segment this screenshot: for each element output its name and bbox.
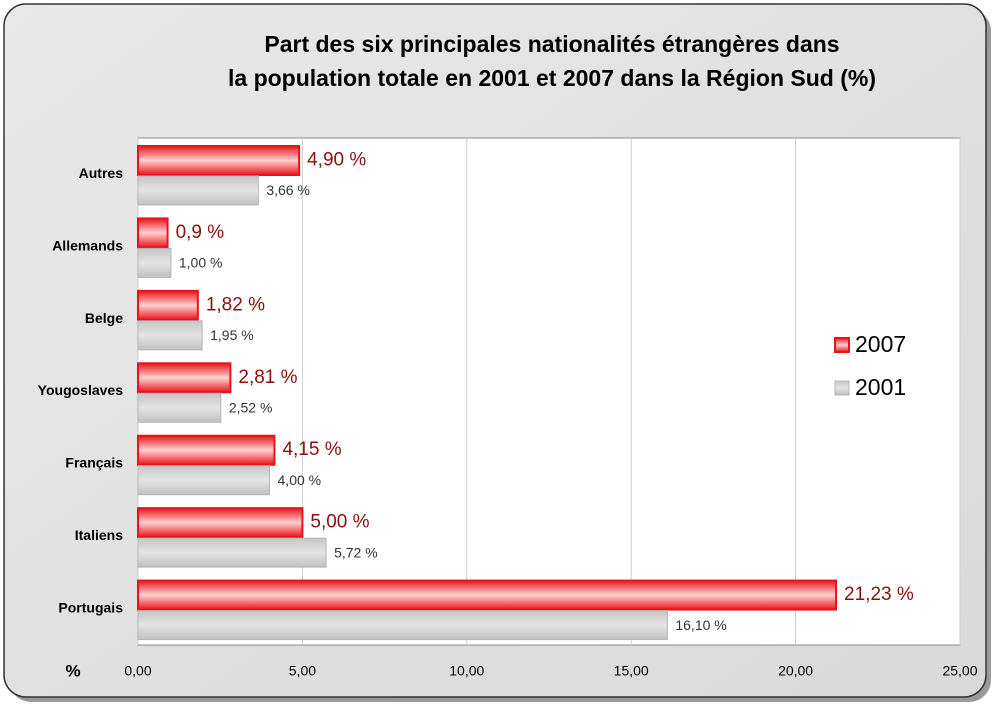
bar bbox=[137, 434, 276, 466]
legend-swatch bbox=[834, 337, 850, 353]
data-label: 4,15 % bbox=[282, 439, 341, 460]
x-tick-label: 20,00 bbox=[778, 663, 813, 679]
bar bbox=[137, 320, 203, 351]
data-label: 1,82 % bbox=[206, 294, 265, 315]
y-tick-label: Portugais bbox=[58, 599, 123, 615]
data-label: 3,66 % bbox=[266, 182, 310, 198]
x-tick-label: 25,00 bbox=[942, 663, 977, 679]
chart-title: la population totale en 2001 et 2007 dan… bbox=[228, 65, 876, 91]
chart-title: Part des six principales nationalités ét… bbox=[264, 31, 839, 57]
x-tick-label: 15,00 bbox=[614, 663, 649, 679]
x-tick-label: 10,00 bbox=[449, 663, 484, 679]
legend-label: 2007 bbox=[855, 331, 906, 357]
bar bbox=[137, 465, 271, 496]
y-tick-label: Français bbox=[65, 455, 123, 471]
data-label: 5,00 % bbox=[310, 512, 369, 533]
data-label: 0,9 % bbox=[176, 222, 225, 243]
bar bbox=[137, 145, 301, 176]
data-label: 5,72 % bbox=[334, 544, 378, 560]
data-label: 2,81 % bbox=[238, 367, 297, 388]
bar bbox=[137, 362, 232, 394]
bar bbox=[137, 610, 668, 641]
bar bbox=[137, 247, 172, 278]
bar bbox=[137, 217, 169, 249]
x-axis-label: % bbox=[65, 661, 80, 680]
data-label: 21,23 % bbox=[844, 584, 914, 605]
bar bbox=[137, 507, 304, 539]
data-label: 4,90 % bbox=[307, 150, 366, 171]
y-tick-label: Autres bbox=[79, 165, 124, 181]
data-label: 1,00 % bbox=[179, 255, 223, 271]
bar bbox=[137, 289, 199, 321]
legend-swatch bbox=[834, 380, 850, 396]
data-label: 4,00 % bbox=[278, 472, 322, 488]
data-label: 2,52 % bbox=[229, 399, 273, 415]
y-tick-label: Italiens bbox=[75, 527, 123, 543]
data-label: 1,95 % bbox=[210, 327, 254, 343]
bar bbox=[137, 392, 222, 423]
x-tick-label: 5,00 bbox=[289, 663, 316, 679]
bar bbox=[137, 175, 259, 206]
data-label: 16,10 % bbox=[675, 617, 726, 633]
bar bbox=[137, 537, 327, 568]
bar bbox=[137, 579, 838, 611]
legend-label: 2001 bbox=[855, 374, 906, 400]
y-tick-label: Allemands bbox=[52, 237, 123, 253]
y-tick-label: Belge bbox=[85, 310, 123, 326]
x-tick-label: 0,00 bbox=[124, 663, 151, 679]
y-tick-label: Yougoslaves bbox=[38, 382, 124, 398]
